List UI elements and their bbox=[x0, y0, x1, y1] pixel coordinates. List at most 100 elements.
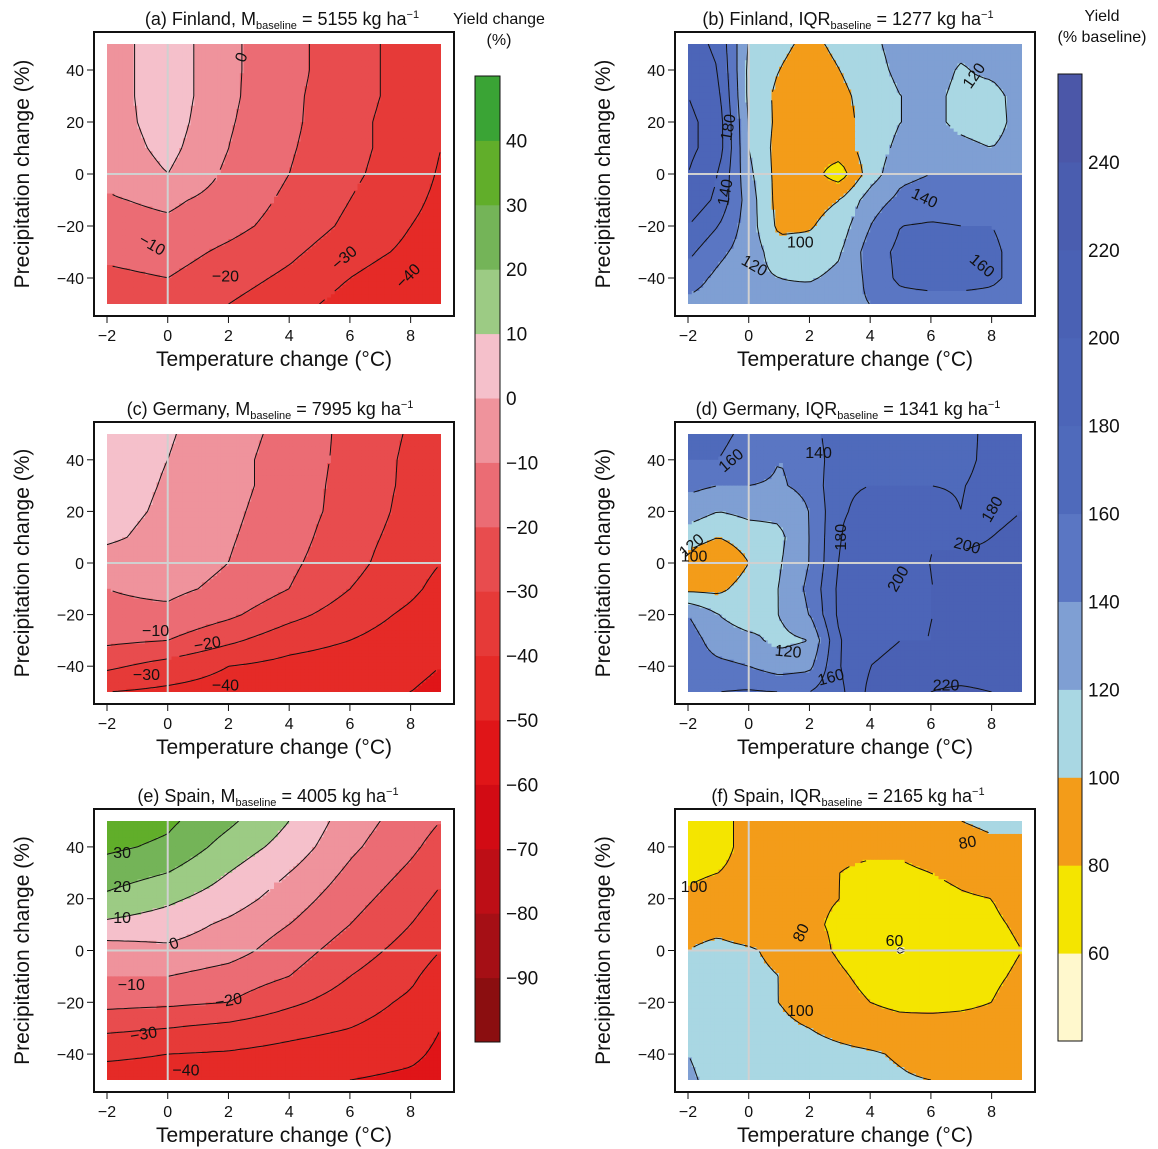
contour-label: 140 bbox=[715, 178, 736, 207]
y-tick-label: 40 bbox=[647, 63, 665, 80]
colorbar-tick-label: −50 bbox=[506, 711, 538, 732]
colorbar-tick-label: 100 bbox=[1088, 768, 1120, 789]
contour-label: −40 bbox=[172, 1063, 199, 1080]
contour-line-0 bbox=[107, 434, 177, 546]
y-tick-label: −20 bbox=[638, 995, 665, 1012]
x-tick-label: 4 bbox=[866, 328, 875, 345]
colorbar-swatch bbox=[475, 398, 500, 463]
contour-line-neg40 bbox=[112, 566, 438, 692]
colorbar-tick-label: 140 bbox=[1088, 592, 1120, 613]
colorbar-tick-label: 200 bbox=[1088, 329, 1120, 350]
contour-label: 140 bbox=[805, 445, 832, 462]
contour-line-120 bbox=[689, 1058, 699, 1080]
colorbar-swatch bbox=[475, 140, 500, 206]
y-tick-label: 20 bbox=[66, 115, 84, 132]
contour-line-100 bbox=[693, 821, 989, 1080]
colorbar-title: Yield bbox=[1085, 8, 1120, 25]
contour-line-neg30 bbox=[228, 44, 381, 304]
x-axis-label: Temperature change (°C) bbox=[737, 736, 973, 759]
colorbar-swatch bbox=[475, 977, 500, 1043]
contour-line-160 bbox=[691, 44, 1003, 292]
contour-fill bbox=[688, 44, 1022, 304]
contour-lines bbox=[107, 821, 440, 1080]
x-tick-label: 6 bbox=[926, 716, 935, 733]
x-axis-label: Temperature change (°C) bbox=[737, 1124, 973, 1147]
colorbar-tick-label: −60 bbox=[506, 775, 538, 796]
x-tick-label: 0 bbox=[163, 328, 172, 345]
colorbar-swatch bbox=[1058, 425, 1082, 515]
x-tick-label: 4 bbox=[866, 716, 875, 733]
colorbar-yield-change: −90 −80 −70 −60 −50 −40 −30 −20 −10 0 10 20 30 40 Yiel… bbox=[453, 11, 545, 1043]
contour-line-30 bbox=[107, 821, 181, 855]
x-tick-label: 0 bbox=[163, 716, 172, 733]
colorbar-title: (% baseline) bbox=[1058, 29, 1147, 46]
colorbar-swatch bbox=[475, 204, 500, 270]
x-axis: −2 0 2 4 6 8 bbox=[679, 1092, 996, 1121]
y-axis-label: Precipitation change (%) bbox=[11, 60, 34, 289]
y-axis-label: Precipitation change (%) bbox=[11, 449, 34, 678]
colorbar-swatch bbox=[475, 76, 500, 141]
contour-line-neg10 bbox=[112, 434, 264, 602]
contour-fill bbox=[688, 434, 1022, 692]
y-axis: −40 −20 0 20 40 bbox=[57, 840, 94, 1064]
colorbar-swatch bbox=[1058, 953, 1082, 1042]
colorbar-swatch bbox=[1058, 689, 1082, 778]
x-tick-label: 8 bbox=[987, 328, 996, 345]
colorbar-tick-label: 20 bbox=[506, 260, 527, 281]
contour-label: −20 bbox=[212, 268, 239, 285]
contour-line-160 bbox=[720, 434, 831, 692]
contour-label: −20 bbox=[193, 634, 223, 655]
contour-lines bbox=[107, 434, 438, 692]
contour-label: 180 bbox=[718, 113, 739, 142]
colorbar-frame bbox=[474, 75, 501, 1043]
y-axis: −40 −20 0 20 40 bbox=[57, 453, 94, 676]
contour-label: −20 bbox=[214, 990, 244, 1011]
y-tick-label: 20 bbox=[647, 892, 665, 909]
y-tick-label: 40 bbox=[66, 840, 84, 857]
colorbar-swatch bbox=[1058, 513, 1082, 602]
contour-label: −30 bbox=[133, 667, 160, 684]
x-tick-label: −2 bbox=[679, 1104, 697, 1121]
contour-line-neg20 bbox=[112, 44, 310, 279]
colorbar-swatch bbox=[475, 655, 500, 721]
y-tick-label: −40 bbox=[57, 659, 84, 676]
y-tick-label: −40 bbox=[57, 271, 84, 288]
x-axis-label: Temperature change (°C) bbox=[156, 736, 392, 759]
contour-line-220 bbox=[930, 685, 992, 692]
contour-line-neg30 bbox=[107, 889, 438, 1034]
colorbar-tick-label: −30 bbox=[506, 582, 538, 603]
x-tick-label: −2 bbox=[98, 328, 116, 345]
colorbar-swatch bbox=[1058, 249, 1082, 339]
y-tick-label: −20 bbox=[57, 995, 84, 1012]
x-tick-label: 0 bbox=[744, 328, 753, 345]
y-axis-label: Precipitation change (%) bbox=[592, 449, 615, 678]
panel-c: −10−20−30−40−2 0 2 4 6 8−40−2002040Temperatur… bbox=[11, 399, 455, 759]
contour-line-200 bbox=[688, 100, 699, 170]
contour-line-120 bbox=[746, 44, 1008, 283]
x-tick-label: 8 bbox=[987, 1104, 996, 1121]
contour-label: 30 bbox=[113, 845, 131, 862]
colorbar-frame bbox=[1057, 73, 1083, 1042]
y-tick-label: 0 bbox=[75, 944, 84, 961]
x-axis: −2 0 2 4 6 8 bbox=[98, 316, 415, 345]
x-tick-label: 2 bbox=[224, 1104, 233, 1121]
x-tick-label: 8 bbox=[406, 1104, 415, 1121]
x-tick-label: −2 bbox=[679, 716, 697, 733]
contour-line-180 bbox=[835, 434, 979, 692]
y-tick-label: 0 bbox=[656, 556, 665, 573]
colorbar-tick-label: −80 bbox=[506, 904, 538, 925]
colorbar-tick-label: 10 bbox=[506, 325, 527, 346]
x-tick-label: 0 bbox=[744, 716, 753, 733]
x-tick-label: 6 bbox=[926, 1104, 935, 1121]
x-tick-label: 6 bbox=[926, 328, 935, 345]
x-tick-label: 6 bbox=[345, 1104, 354, 1121]
x-axis: −2 0 2 4 6 8 bbox=[98, 704, 415, 733]
colorbar-tick-label: 30 bbox=[506, 196, 527, 217]
colorbar-tick-label: −10 bbox=[506, 453, 538, 474]
contour-label: −30 bbox=[129, 1024, 159, 1045]
contour-fill bbox=[688, 821, 1022, 1080]
contour-label: 180 bbox=[833, 524, 850, 551]
y-axis-label: Precipitation change (%) bbox=[592, 60, 615, 289]
